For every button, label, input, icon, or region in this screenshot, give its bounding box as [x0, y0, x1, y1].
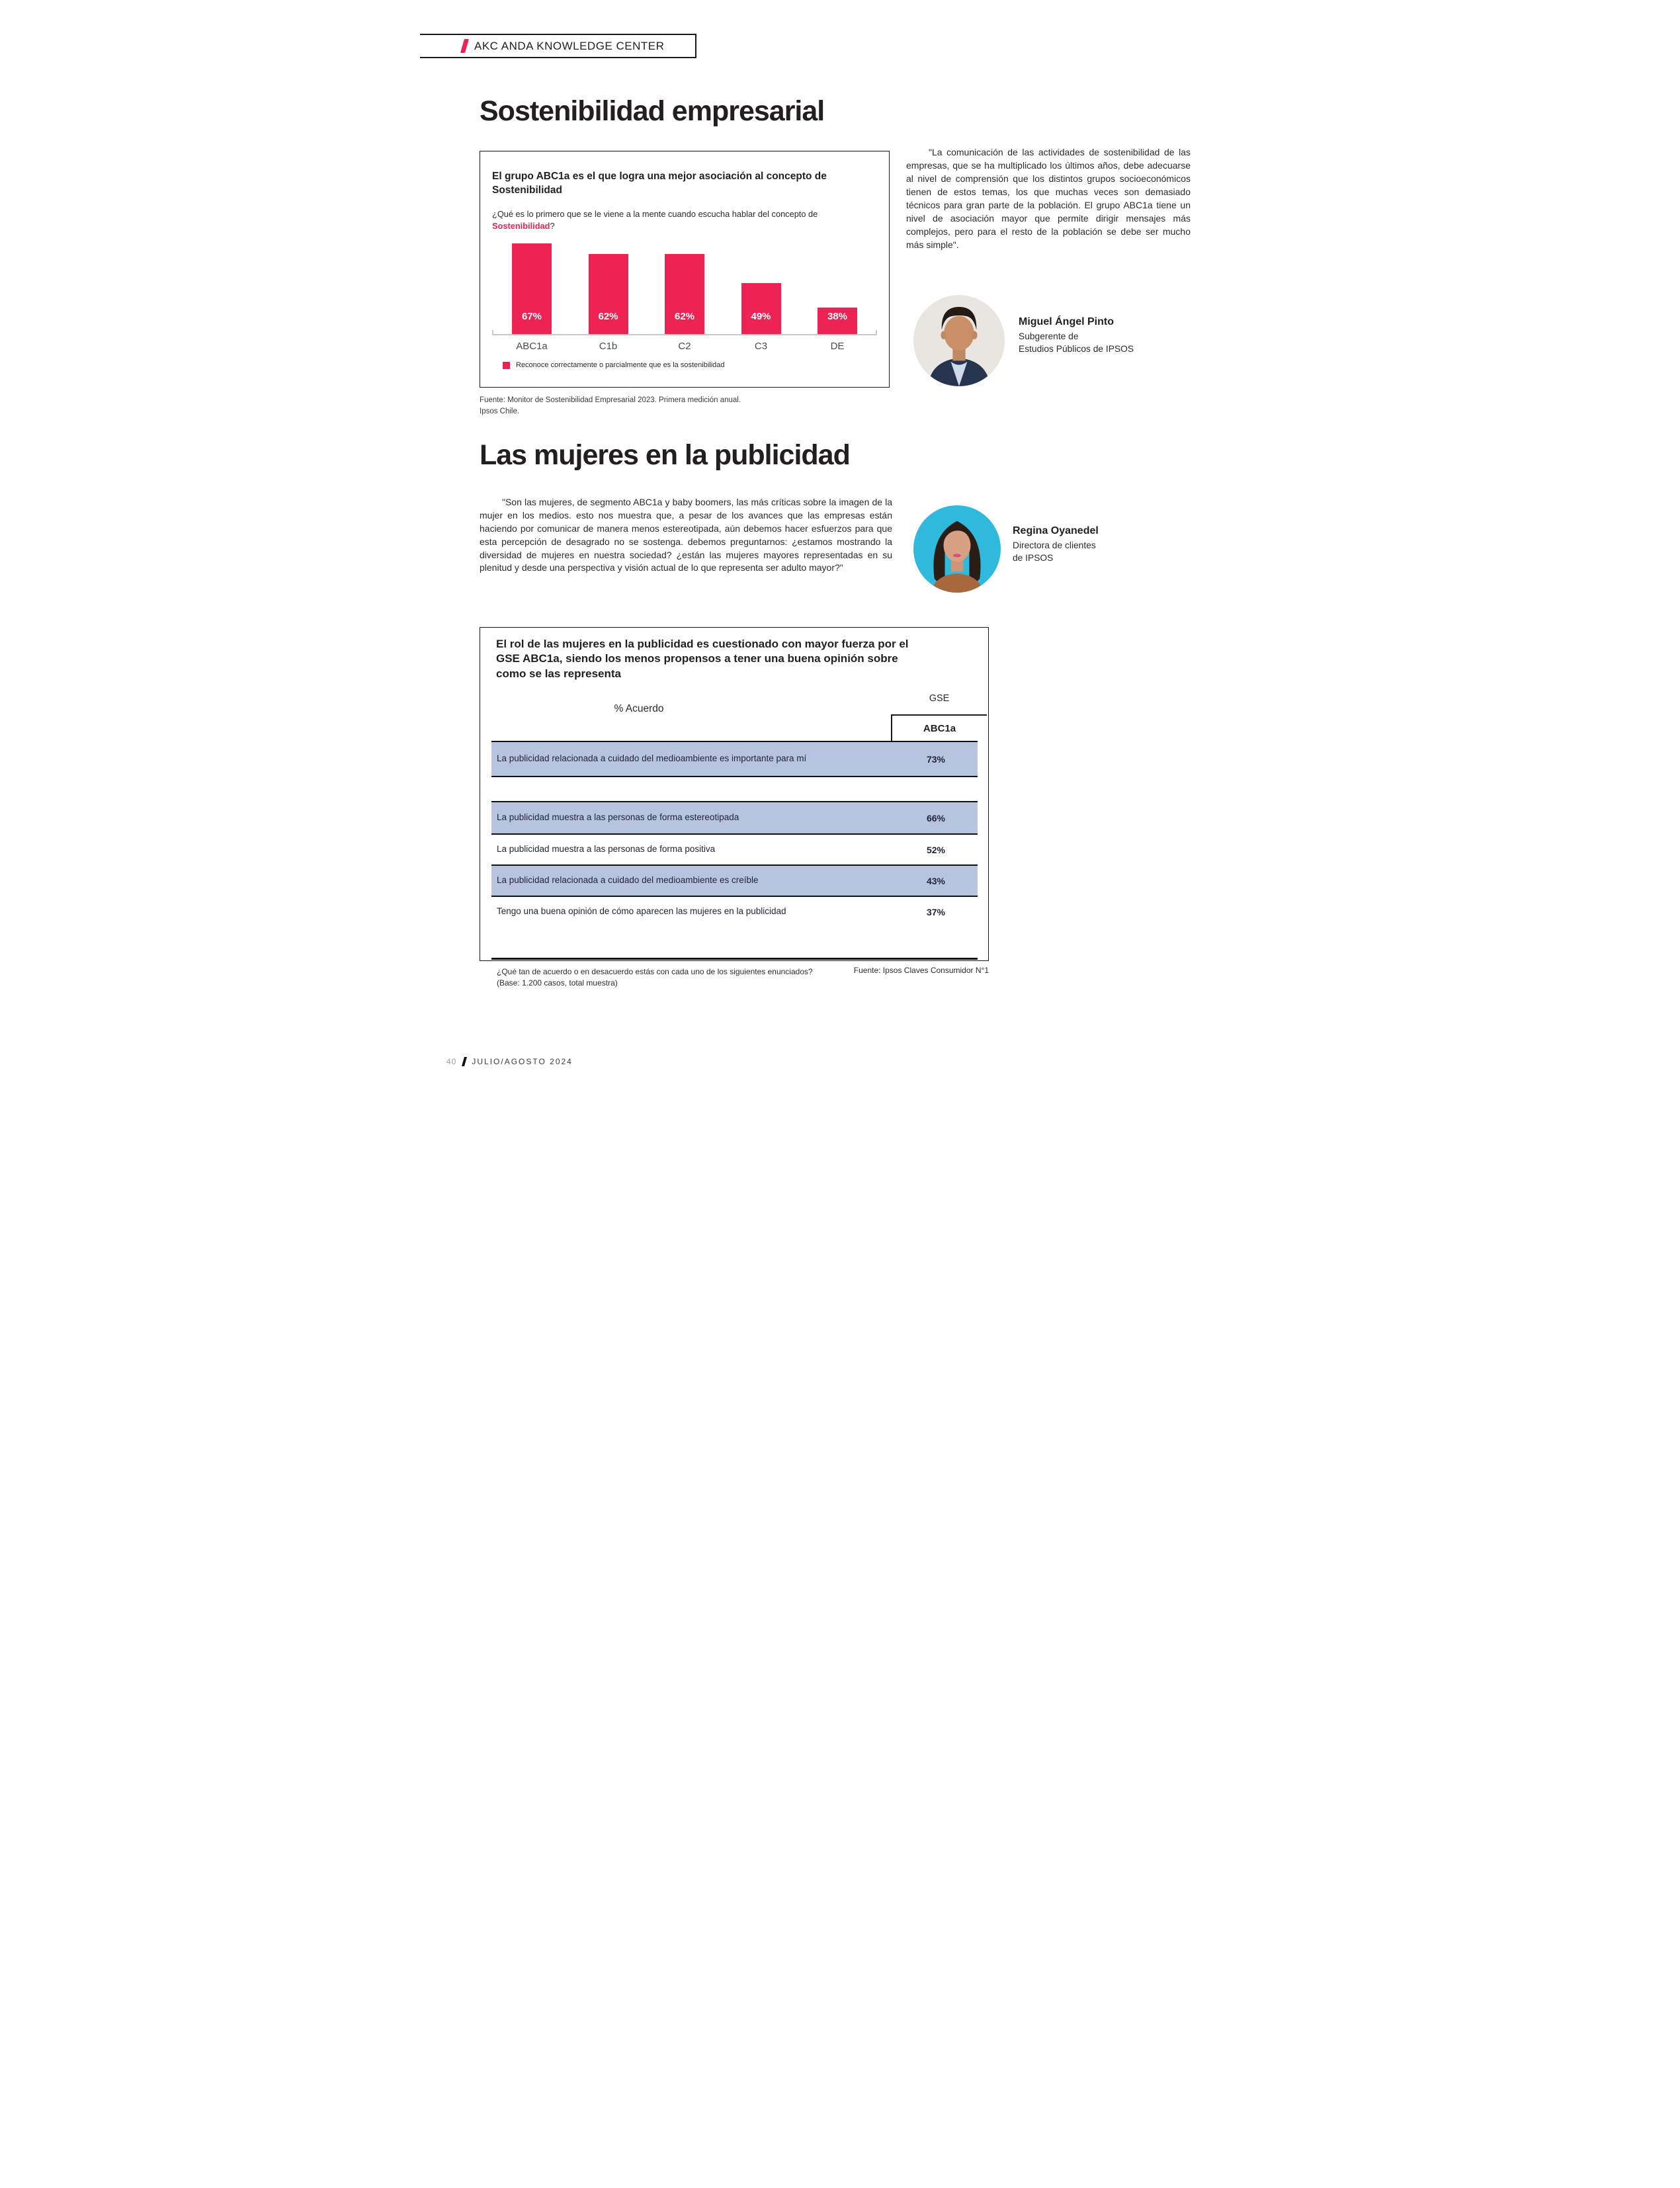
bar-plot: 67% 62% 62% 49% 38% — [492, 241, 877, 335]
table-row-label: La publicidad relacionada a cuidado del … — [497, 753, 807, 764]
section1-quote: "La comunicación de las actividades de s… — [906, 147, 1191, 251]
brand-slash-icon — [460, 39, 470, 53]
table-footnote: ¿Qué tan de acuerdo o en desacuerdo está… — [491, 960, 978, 989]
chart-question: ¿Qué es lo primero que se le viene a la … — [492, 208, 818, 231]
section2-title: Las mujeres en la publicidad — [480, 439, 851, 471]
table-row-value: 73% — [926, 753, 946, 765]
bar-chart: 67% 62% 62% 49% 38% — [492, 241, 877, 336]
table-row-label: La publicidad relacionada a cuidado del … — [497, 875, 759, 886]
legend-swatch-icon — [503, 361, 510, 369]
table-row-label: Tengo una buena opinión de cómo aparecen… — [497, 906, 786, 917]
brand-header: AKC ANDA KNOWLEDGE CENTER — [420, 34, 696, 58]
bar-value-label: 49% — [751, 311, 771, 323]
person2-role-line2: de IPSOS — [1013, 552, 1054, 563]
person1-name: Miguel Ángel Pinto — [1019, 316, 1114, 327]
table-col-header: ABC1a — [891, 714, 987, 741]
table-row: Tengo una buena opinión de cómo aparecen… — [491, 897, 978, 927]
bar: 62% — [588, 254, 628, 335]
page-footer: 40 JULIO/AGOSTO 2024 — [446, 1057, 573, 1066]
bar: 38% — [818, 308, 857, 335]
table-row: La publicidad muestra a las personas de … — [491, 835, 978, 864]
table-footnote-line2: (Base: 1.200 casos, total muestra) — [497, 978, 618, 988]
footnote-divider — [491, 958, 978, 960]
legend-label: Reconoce correctamente o parcialmente qu… — [516, 361, 725, 370]
bar: 67% — [512, 243, 552, 335]
table-col-label: % Acuerdo — [614, 703, 664, 714]
section1-title: Sostenibilidad empresarial — [480, 95, 825, 127]
x-axis-baseline — [492, 330, 877, 336]
miguel-photo — [913, 295, 1005, 386]
table-row-label: La publicidad muestra a las personas de … — [497, 844, 716, 855]
sustainability-chart-box: El grupo ABC1a es el que logra una mejor… — [480, 151, 890, 388]
regina-photo — [913, 505, 1001, 593]
bar-category-label: C1b — [599, 341, 618, 353]
person2-block: Regina Oyanedel Directora de clientes de… — [1013, 525, 1099, 564]
table-rows: La publicidad relacionada a cuidado del … — [491, 741, 978, 989]
chart-source: Fuente: Monitor de Sostenibilidad Empres… — [480, 395, 741, 417]
section2-quote: "Son las mujeres, de segmento ABC1a y ba… — [480, 497, 892, 573]
chart-source-line1: Fuente: Monitor de Sostenibilidad Empres… — [480, 396, 741, 404]
bar-category-label: DE — [830, 341, 845, 353]
table-row: La publicidad relacionada a cuidado del … — [491, 864, 978, 897]
person1-block: Miguel Ángel Pinto Subgerente de Estudio… — [1019, 316, 1134, 355]
bar: 49% — [741, 283, 781, 335]
issue-label: JULIO/AGOSTO 2024 — [472, 1057, 573, 1066]
chart-source-line2: Ipsos Chile. — [480, 407, 520, 415]
bar-category-label: C3 — [754, 341, 768, 353]
bar: 62% — [665, 254, 704, 335]
table-row-label: La publicidad muestra a las personas de … — [497, 812, 739, 823]
bar-value-label: 67% — [521, 311, 542, 323]
page-number: 40 — [446, 1057, 457, 1066]
chart-question-highlight: Sostenibilidad — [492, 220, 550, 231]
footer-slash-icon — [462, 1057, 468, 1066]
table-title: El rol de las mujeres en la publicidad e… — [496, 638, 909, 680]
person2-name: Regina Oyanedel — [1013, 525, 1099, 536]
brand-title: AKC ANDA KNOWLEDGE CENTER — [474, 39, 665, 52]
table-footnote-line1: ¿Qué tan de acuerdo o en desacuerdo está… — [497, 967, 813, 976]
magazine-page: AKC ANDA KNOWLEDGE CENTER Sostenibilidad… — [420, 0, 1260, 1094]
women-advertising-table-box: El rol de las mujeres en la publicidad e… — [480, 627, 989, 988]
table-row: La publicidad muestra a las personas de … — [491, 801, 978, 835]
bar-category-label: C2 — [678, 341, 691, 353]
table-row-value: 66% — [926, 812, 946, 823]
bar-category-label: ABC1a — [516, 341, 548, 353]
bar-value-label: 62% — [598, 311, 618, 323]
chart-title: El grupo ABC1a es el que logra una mejor… — [492, 171, 827, 196]
row-spacer — [491, 777, 978, 801]
person1-role-line2: Estudios Públicos de IPSOS — [1019, 343, 1134, 354]
bar-value-label: 62% — [674, 311, 695, 323]
bar-value-label: 38% — [827, 311, 848, 323]
chart-legend: Reconoce correctamente o parcialmente qu… — [503, 361, 877, 369]
table-row-value: 37% — [926, 906, 946, 917]
person1-role-line1: Subgerente de — [1019, 331, 1079, 341]
table-row-value: 43% — [926, 875, 946, 886]
table-row-value: 52% — [926, 844, 946, 855]
person2-role-line1: Directora de clientes — [1013, 540, 1096, 550]
table-group-label: GSE — [929, 693, 950, 704]
bar-categories: ABC1a C1b C2 C3 DE — [492, 341, 877, 352]
table-row: La publicidad relacionada a cuidado del … — [491, 741, 978, 777]
table-source: Fuente: Ipsos Claves Consumidor N°1 — [853, 966, 989, 975]
